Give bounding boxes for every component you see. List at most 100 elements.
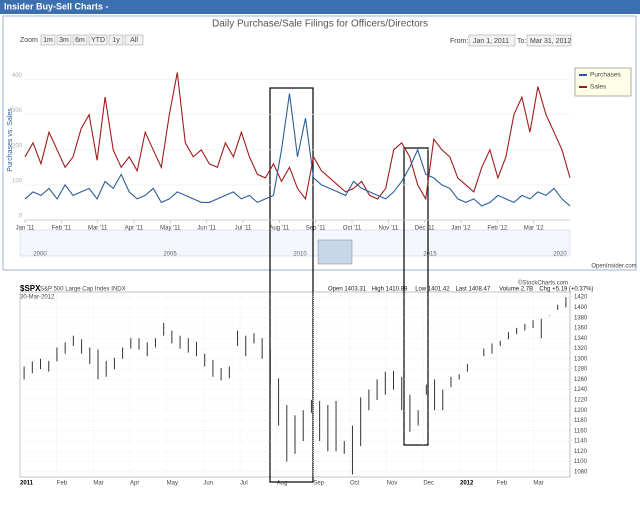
x-tick-label: Aug xyxy=(277,481,288,487)
from-input[interactable] xyxy=(468,34,516,47)
credit: OpenInsider.com xyxy=(591,264,636,270)
navigator-label: 2005 xyxy=(163,252,177,258)
y-tick-label: 400 xyxy=(12,73,23,79)
x-tick-label: Feb '11 xyxy=(52,226,72,232)
header-title: Insider Buy-Sell Charts - xyxy=(4,1,109,11)
x-tick-label: Mar '12 xyxy=(524,226,544,232)
index-title: S&P 500 Large Cap Index INDX xyxy=(40,287,126,293)
x-tick-label: Jun xyxy=(203,481,213,487)
y-tick-label: 1400 xyxy=(574,305,588,311)
panel xyxy=(2,15,637,271)
x-tick-label: Jul xyxy=(240,481,248,487)
zoom-button-label: 3m xyxy=(59,37,69,44)
quote-field: Volume 2.7B xyxy=(499,287,533,293)
quote-field: Open 1403.31 xyxy=(328,287,367,293)
annotation-box xyxy=(403,147,429,446)
y-tick-label: 1120 xyxy=(574,449,588,455)
x-tick-label: May xyxy=(167,481,178,487)
zoom-button-label: 6m xyxy=(75,37,85,44)
x-tick-label: Dec xyxy=(423,481,434,487)
legend-label: Purchases xyxy=(590,72,621,79)
x-tick-label: Feb xyxy=(497,481,508,487)
zoom-button[interactable] xyxy=(108,34,124,46)
y-tick-label: 1300 xyxy=(574,356,588,362)
y-tick-label: 1180 xyxy=(574,418,588,424)
legend-label: Sales xyxy=(590,84,607,91)
y-tick-label: 300 xyxy=(12,108,23,114)
x-tick-label: Jan '12 xyxy=(451,226,471,232)
y-tick-label: 0 xyxy=(19,214,23,220)
x-tick-label: Jun '11 xyxy=(197,226,216,232)
y-tick-label: 1380 xyxy=(574,315,588,321)
series-line xyxy=(24,72,571,201)
zoom-button[interactable] xyxy=(56,34,72,46)
zoom-button-label: YTD xyxy=(91,37,105,44)
y-tick-label: 1340 xyxy=(574,336,588,342)
annotation-box xyxy=(269,87,314,483)
zoom-button-label: 1m xyxy=(43,37,53,44)
zoom-button[interactable] xyxy=(88,34,108,46)
x-tick-label: Nov '11 xyxy=(378,226,398,232)
navigator xyxy=(19,229,571,257)
chart-title: Daily Purchase/Sale Filings for Officers… xyxy=(212,19,428,30)
y-tick-label: 1360 xyxy=(574,326,588,332)
zoom-button-label: All xyxy=(130,37,138,44)
navigator-label: 2010 xyxy=(293,252,307,258)
from-label: From: xyxy=(450,38,468,45)
x-tick-label: Apr '11 xyxy=(125,226,144,232)
quote-date: 30-Mar-2012 xyxy=(20,295,55,301)
y-tick-label: 1140 xyxy=(574,439,588,445)
y-tick-label: 100 xyxy=(12,178,23,184)
navigator-window[interactable] xyxy=(317,239,353,265)
navigator-label: 2000 xyxy=(33,252,47,258)
credit: ©StockCharts.com xyxy=(518,280,568,287)
y-axis-label: Purchases vs. Sales xyxy=(7,108,14,172)
y-tick-label: 1260 xyxy=(574,377,588,383)
y-tick-label: 1420 xyxy=(574,295,588,301)
quote-field: Low 1401.42 xyxy=(415,287,450,293)
x-tick-label: Jan '11 xyxy=(16,226,35,232)
to-label: To: xyxy=(517,38,526,45)
legend-box xyxy=(574,67,632,97)
x-tick-label: Apr xyxy=(130,481,139,487)
x-tick-label: Dec '11 xyxy=(415,226,435,232)
x-tick-label: Oct '11 xyxy=(343,226,362,232)
x-tick-label: Nov xyxy=(387,481,398,487)
x-tick-label: May '11 xyxy=(160,226,181,232)
symbol: $SPX xyxy=(20,284,41,293)
x-tick-label: Mar xyxy=(533,481,543,487)
navigator-label: 2015 xyxy=(423,252,437,258)
zoom-button[interactable] xyxy=(72,34,88,46)
y-tick-label: 1240 xyxy=(574,387,588,393)
header-bar xyxy=(0,0,640,14)
zoom-button[interactable] xyxy=(124,34,144,46)
x-tick-label: Mar xyxy=(93,481,103,487)
zoom-button-label: 1y xyxy=(112,37,120,44)
x-tick-label: Aug '11 xyxy=(269,226,289,232)
x-tick-label: Feb '12 xyxy=(487,226,507,232)
y-tick-label: 1220 xyxy=(574,397,588,403)
x-tick-label: 2011 xyxy=(20,481,34,487)
y-tick-label: 200 xyxy=(12,143,23,149)
series-line xyxy=(24,93,571,207)
x-tick-label: 2012 xyxy=(460,481,474,487)
x-tick-label: Feb xyxy=(57,481,68,487)
y-tick-label: 1080 xyxy=(574,469,588,475)
x-tick-label: Oct xyxy=(350,481,360,487)
y-tick-label: 1280 xyxy=(574,367,588,373)
x-tick-label: Sep xyxy=(313,481,324,487)
quote-field: High 1410.89 xyxy=(372,287,408,293)
zoom-label: Zoom xyxy=(20,37,38,44)
zoom-button[interactable] xyxy=(40,34,56,46)
navigator-label: 2020 xyxy=(553,252,567,258)
to-input[interactable] xyxy=(526,34,572,47)
from-value: Jan 1, 2011 xyxy=(473,38,509,45)
quote-field: Chg +5.19 (+0.37%) xyxy=(539,287,593,293)
to-value: Mar 31, 2012 xyxy=(530,38,571,45)
x-tick-label: Mar '11 xyxy=(88,226,108,232)
y-tick-label: 1160 xyxy=(574,428,588,434)
x-tick-label: Sep '11 xyxy=(306,226,326,232)
quote-field: Last 1408.47 xyxy=(456,287,491,293)
